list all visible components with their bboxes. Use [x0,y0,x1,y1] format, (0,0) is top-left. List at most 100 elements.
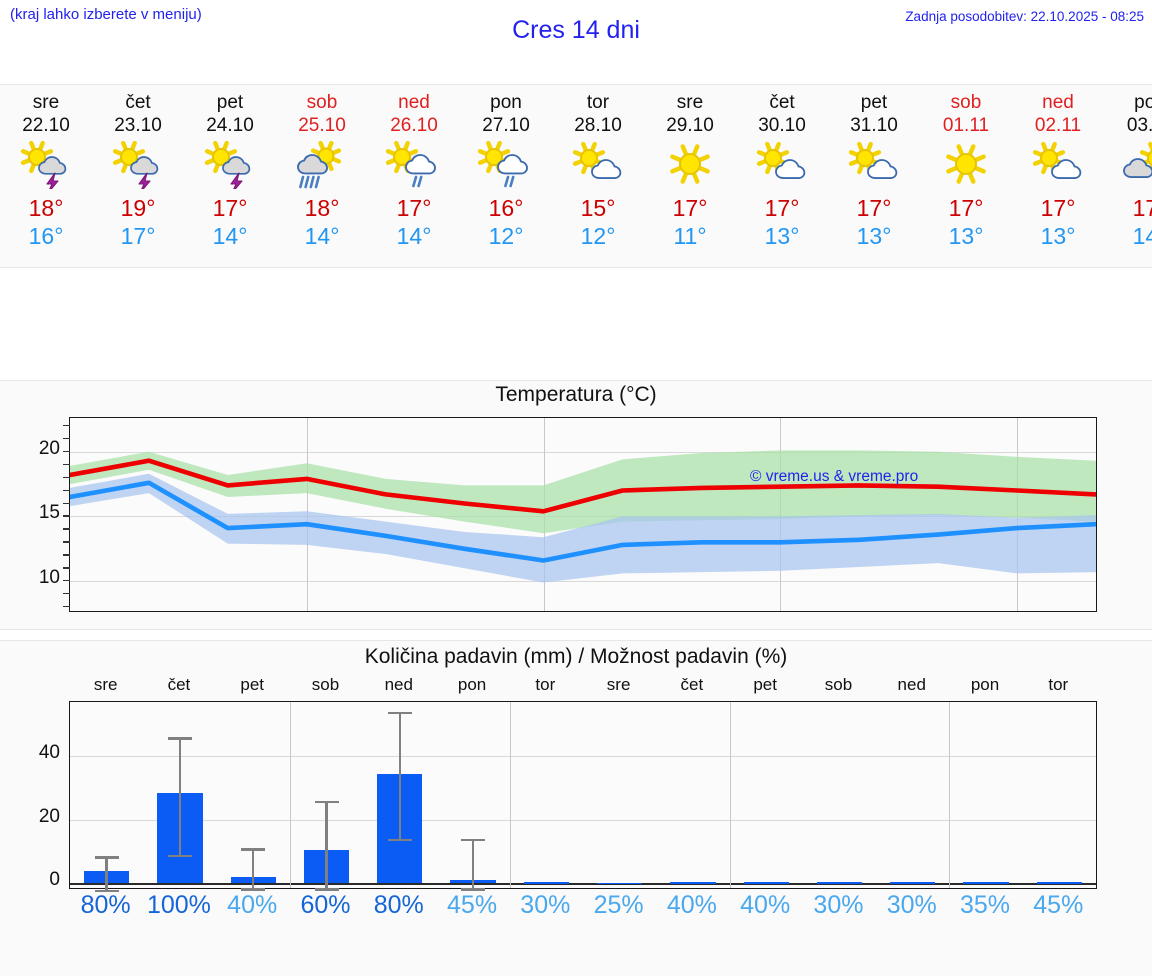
day-date: 27.10 [482,115,530,136]
precipitation-day-label: sre [93,675,118,694]
last-updated: Zadnja posodobitev: 22.10.2025 - 08:25 [905,9,1144,24]
temperature-max: 17° [672,195,708,221]
temperature-chart-title: Temperatura (°C) [495,383,657,406]
temperature-min: 17° [120,223,156,249]
error-bar-cap-bottom [241,888,266,891]
error-bar-cap-bottom [387,838,412,842]
day-of-week: pet [860,92,888,113]
temperature-max: 17° [764,195,800,221]
precipitation-probability: 80% [373,891,424,919]
temperature-max: 18° [28,195,64,221]
y-axis-minor-tick [63,424,70,427]
error-bar-cap-bottom [167,854,192,858]
precipitation-probability: 35% [959,891,1011,919]
precipitation-day-label: pon [457,675,487,694]
day-of-week: pet [216,92,244,113]
precipitation-day-label: pon [970,675,1000,694]
error-bar-cap-top [241,848,266,851]
daily-forecast-strip: sre 22.10 18° 16° čet 23.10 19° 17° pet 24.10 17° 1… [0,84,1152,268]
precipitation-bar[interactable] [890,882,936,884]
day-column[interactable]: ned 02.11 17° 13° [1012,85,1104,267]
sun-cloud-thunder-icon [0,139,92,191]
precipitation-bar[interactable] [596,882,643,885]
day-column[interactable]: sre 29.10 17° 11° [644,85,736,267]
day-column[interactable]: sre 22.10 18° 16° [0,85,92,267]
precipitation-probability: 30% [520,891,571,919]
temperature-min: 14° [304,223,340,249]
temperature-min: 11° [673,223,707,249]
day-column[interactable]: čet 30.10 17° 13° [736,85,828,267]
precipitation-day-label: ned [384,675,413,694]
sun-cloud-icon [828,139,920,191]
day-date: 29.10 [666,115,714,136]
cloud-sun-rain-heavy-icon [276,139,368,191]
day-column[interactable]: pet 31.10 17° 13° [828,85,920,267]
precipitation-bar[interactable] [523,882,569,884]
y-axis-minor-tick [63,606,70,608]
precipitation-day-label: pet [753,675,777,694]
y-axis-minor-tick [63,489,70,491]
precipitation-probability: 30% [886,891,937,919]
day-date: 25.10 [298,115,346,136]
y-axis-tick-label: 15 [38,502,60,524]
temperature-max: 17° [1132,195,1152,221]
sun-cloud-rain-light-icon [368,139,460,191]
error-bar-line [105,856,108,890]
day-column[interactable]: sob 25.10 18° 14° [276,85,368,267]
day-date: 01.11 [942,115,990,136]
temperature-max: 15° [580,195,616,221]
temperature-min: 13° [856,223,892,249]
sun-cloud-thunder-icon [184,139,276,191]
y-axis-minor-tick [63,437,70,439]
gridline [70,819,1096,821]
precipitation-day-label: sre [606,675,631,694]
day-column[interactable]: tor 28.10 15° 12° [552,85,644,267]
precipitation-bar[interactable] [743,882,789,884]
precipitation-bar[interactable] [816,882,863,884]
day-column[interactable]: pon 03.11 17°14° [1104,85,1152,267]
precipitation-bar[interactable] [963,882,1009,884]
temperature-max: 18° [304,195,340,221]
day-date: 30.10 [758,115,806,136]
y-axis-minor-tick [63,502,70,504]
temperature-max: 16° [488,195,524,221]
error-bar-cap-bottom [461,888,486,891]
y-axis-minor-tick [63,528,70,530]
precipitation-probability: 45% [447,891,498,919]
sun-icon [644,139,736,191]
precipitation-day-labels: sre čet pet sob ned pon tor sre čet pet sob ned pon t… [69,675,1095,699]
y-axis-minor-tick [63,580,70,582]
error-bar-cap-top [387,711,412,715]
day-column[interactable]: pon 27.10 16° 12° [460,85,552,267]
day-date: 31.10 [850,115,898,136]
gridline [70,581,1096,583]
day-date: 24.10 [206,115,254,136]
day-of-week: pon [1134,92,1152,113]
page-title: Cres 14 dni [512,16,640,44]
day-of-week: sob [950,92,982,113]
gridline-vertical [509,702,511,888]
day-of-week: pon [490,92,522,113]
precipitation-day-label: sob [311,675,340,694]
sun-cloud-icon [552,139,644,191]
day-column[interactable]: čet 23.10 19° 17° [92,85,184,267]
precipitation-chart-title: Količina padavin (mm) / Možnost padavin … [364,645,788,668]
precipitation-probability: 100% [146,891,211,919]
day-column[interactable]: pet 24.10 17° 14° [184,85,276,267]
sun-cloud-icon [736,139,828,191]
error-bar-line [251,848,255,888]
precipitation-day-label: ned [897,675,926,694]
day-column[interactable]: sob 01.11 17° 13° [920,85,1012,267]
precipitation-probability: 40% [666,891,717,919]
day-column[interactable]: ned 26.10 17° 14° [368,85,460,267]
temperature-min: 13° [948,223,984,249]
temperature-min: 12° [580,223,616,249]
temperature-range-band [70,473,1096,583]
precipitation-bar[interactable] [1036,882,1082,884]
error-bar-cap-top [167,737,192,740]
precipitation-day-label: čet [167,675,191,694]
day-date: 02.11 [1034,115,1082,136]
precipitation-probability: 60% [300,891,351,919]
gridline [70,451,1096,453]
precipitation-bar[interactable] [670,882,716,884]
